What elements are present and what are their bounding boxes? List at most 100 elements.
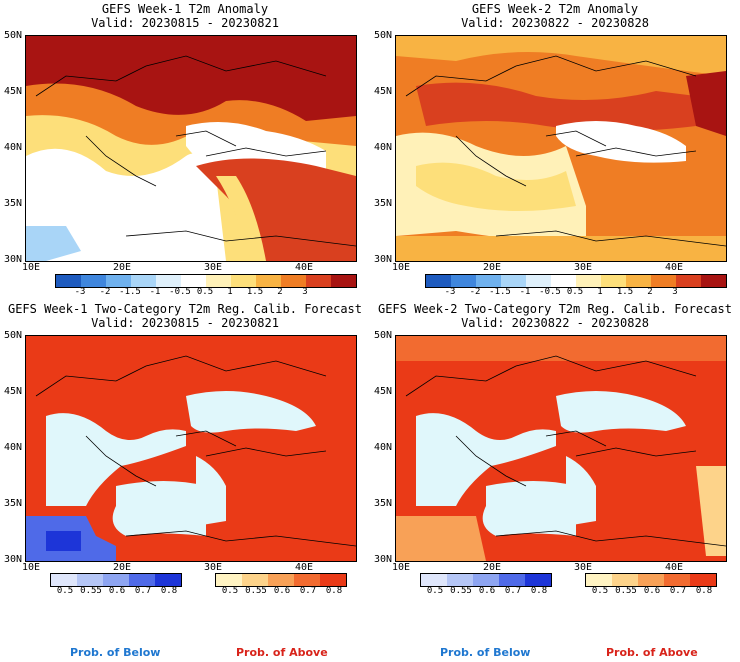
lat-label: 40N [3, 442, 22, 453]
legend-prob-above: Prob. of Above [236, 646, 328, 659]
panel-week2-probability: GEFS Week-2 Two-Category T2m Reg. Calib.… [370, 300, 740, 600]
colorbar-tick-label: 0.5 [56, 586, 74, 596]
colorbar-tick-label: 0.5 [196, 287, 214, 297]
colorbar-tick-label: 0.5 [426, 586, 444, 596]
lon-label: 10E [21, 562, 41, 573]
lat-label: 50N [373, 330, 392, 341]
above-colorbar [215, 573, 347, 587]
lat-label: 35N [373, 198, 392, 209]
panel-week1-anomaly: GEFS Week-1 T2m Anomaly Valid: 20230815 … [0, 0, 370, 300]
anomaly-colorbar [425, 274, 727, 288]
above-colorbar [585, 573, 717, 587]
colorbar-swatch [473, 574, 499, 586]
colorbar-tick-label: 0.6 [478, 586, 496, 596]
colorbar-tick-label: 0.5 [591, 586, 609, 596]
colorbar-swatch [331, 275, 356, 287]
colorbar-tick-label: -1.5 [119, 287, 141, 297]
colorbar-tick-label: 0.7 [504, 586, 522, 596]
colorbar-swatch [281, 275, 306, 287]
colorbar-swatch [426, 275, 451, 287]
lon-label: 40E [664, 562, 684, 573]
colorbar-tick-label: 1 [597, 287, 603, 297]
colorbar-swatch [626, 275, 651, 287]
colorbar-tick-label: -1 [149, 287, 161, 297]
colorbar-swatch [106, 275, 131, 287]
below-colorbar [50, 573, 182, 587]
lat-label: 30N [3, 254, 22, 265]
colorbar-swatch [77, 574, 103, 586]
colorbar-tick-label: -0.5 [539, 287, 561, 297]
colorbar-tick-label: 3 [302, 287, 308, 297]
colorbar-swatch [320, 574, 346, 586]
lat-label: 45N [3, 386, 22, 397]
colorbar-swatch [526, 275, 551, 287]
lat-label: 50N [373, 30, 392, 41]
panel-valid-dates: Valid: 20230822 - 20230828 [461, 16, 649, 30]
colorbar-tick-label: -2 [469, 287, 481, 297]
colorbar-swatch [51, 574, 77, 586]
above-colorbar-labels: 0.5 0.55 0.6 0.7 0.8 [215, 586, 345, 598]
colorbar-tick-label: -3 [74, 287, 86, 297]
colorbar-swatch [131, 275, 156, 287]
anomaly-colorbar-labels: -3 -2 -1.5 -1 -0.5 0.5 1 1.5 2 3 [55, 287, 355, 299]
colorbar-tick-label: 1 [227, 287, 233, 297]
colorbar-swatch [103, 574, 129, 586]
colorbar-swatch [447, 574, 473, 586]
map-week2-anomaly [395, 35, 727, 262]
lat-label: 50N [3, 330, 22, 341]
colorbar-swatch [601, 275, 626, 287]
lon-label: 20E [482, 262, 502, 273]
lon-label: 30E [203, 262, 223, 273]
lon-label: 30E [573, 562, 593, 573]
colorbar-swatch [156, 275, 181, 287]
colorbar-tick-label: 0.6 [273, 586, 291, 596]
anomaly-colorbar-labels: -3 -2 -1.5 -1 -0.5 0.5 1 1.5 2 3 [425, 287, 725, 299]
colorbar-swatch [256, 275, 281, 287]
map-week1-anomaly [25, 35, 357, 262]
colorbar-swatch [586, 574, 612, 586]
colorbar-swatch [451, 275, 476, 287]
colorbar-swatch [294, 574, 320, 586]
panel-valid-dates: Valid: 20230822 - 20230828 [461, 316, 649, 330]
colorbar-swatch [216, 574, 242, 586]
colorbar-tick-label: -1.5 [489, 287, 511, 297]
colorbar-tick-label: 0.55 [245, 586, 267, 596]
colorbar-tick-label: 0.5 [221, 586, 239, 596]
colorbar-swatch [525, 574, 551, 586]
lon-label: 10E [391, 262, 411, 273]
colorbar-tick-label: 0.55 [450, 586, 472, 596]
colorbar-swatch [499, 574, 525, 586]
panel-title: GEFS Week-2 Two-Category T2m Reg. Calib.… [377, 302, 732, 316]
below-colorbar-labels: 0.5 0.55 0.6 0.7 0.8 [50, 586, 180, 598]
colorbar-tick-label: 0.8 [160, 586, 178, 596]
colorbar-swatch [306, 275, 331, 287]
colorbar-tick-label: 0.7 [299, 586, 317, 596]
colorbar-tick-label: 0.7 [669, 586, 687, 596]
colorbar-tick-label: -2 [99, 287, 111, 297]
panel-valid-dates: Valid: 20230815 - 20230821 [91, 16, 279, 30]
colorbar-tick-label: -1 [519, 287, 531, 297]
colorbar-tick-label: 0.5 [566, 287, 584, 297]
colorbar-swatch [129, 574, 155, 586]
map-week1-probability [25, 335, 357, 562]
lon-label: 10E [21, 262, 41, 273]
legend-prob-above: Prob. of Above [606, 646, 698, 659]
lat-label: 30N [373, 554, 392, 565]
colorbar-tick-label: 0.55 [615, 586, 637, 596]
lon-label: 30E [573, 262, 593, 273]
lat-label: 30N [373, 254, 392, 265]
colorbar-swatch [206, 275, 231, 287]
colorbar-swatch [268, 574, 294, 586]
colorbar-tick-label: 3 [672, 287, 678, 297]
panel-valid-dates: Valid: 20230815 - 20230821 [91, 316, 279, 330]
colorbar-swatch [476, 275, 501, 287]
colorbar-tick-label: -0.5 [169, 287, 191, 297]
colorbar-tick-label: -3 [444, 287, 456, 297]
colorbar-swatch [421, 574, 447, 586]
colorbar-swatch [701, 275, 726, 287]
panel-title: GEFS Week-1 T2m Anomaly [101, 2, 269, 16]
colorbar-swatch [551, 275, 576, 287]
below-colorbar [420, 573, 552, 587]
lat-label: 35N [3, 198, 22, 209]
lat-label: 40N [3, 142, 22, 153]
